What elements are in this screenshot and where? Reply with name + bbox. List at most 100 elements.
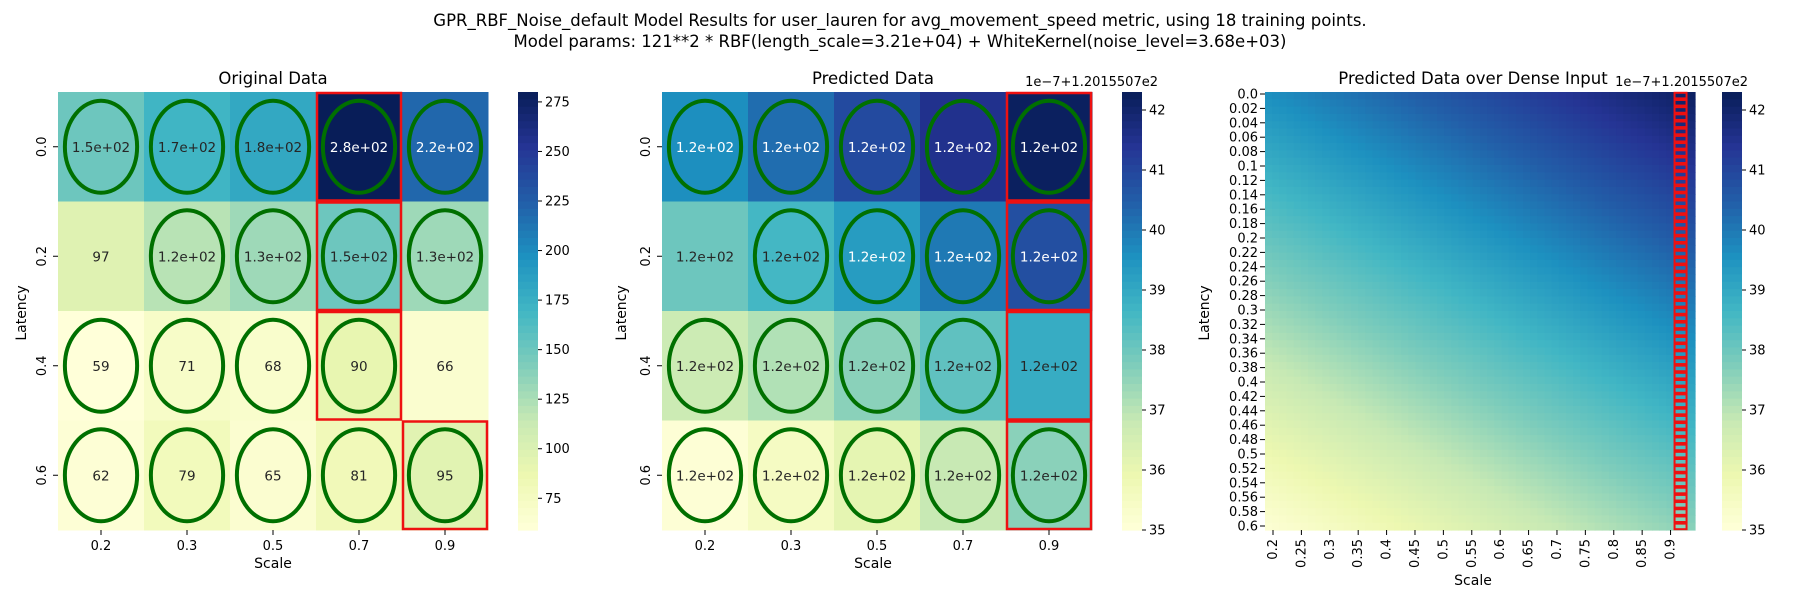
dense-cell	[1336, 172, 1345, 181]
dense-cell	[1630, 92, 1639, 100]
colorbar-segment	[1722, 500, 1742, 509]
dense-cell	[1537, 522, 1546, 531]
dense-cell	[1265, 201, 1273, 210]
dense-cell	[1494, 201, 1503, 210]
dense-cell	[1580, 223, 1589, 232]
dense-cell	[1480, 398, 1488, 407]
dense-cell	[1537, 281, 1546, 290]
dense-cell	[1322, 303, 1331, 312]
dense-cell	[1358, 493, 1366, 502]
dense-cell	[1408, 121, 1417, 130]
circle-marker	[924, 427, 1002, 524]
dense-cell	[1637, 135, 1646, 144]
colorbar-segment	[518, 420, 538, 429]
dense-cell	[1530, 179, 1538, 188]
dense-cell	[1336, 113, 1345, 122]
dense-cell	[1652, 464, 1660, 473]
dense-cell	[1523, 216, 1531, 224]
dense-cell	[1365, 216, 1374, 224]
dense-cell	[1573, 179, 1581, 188]
dense-cell	[1523, 347, 1531, 356]
dense-cell	[1666, 296, 1675, 305]
dense-cell	[1601, 311, 1610, 319]
dense-cell	[1458, 230, 1467, 239]
dense-cell	[1265, 515, 1273, 524]
dense-cell	[1272, 267, 1280, 276]
colorbar-segment	[1122, 172, 1142, 181]
dense-cell	[1437, 267, 1445, 276]
dense-cell	[1494, 478, 1503, 487]
dense-cell	[1680, 471, 1689, 480]
dense-cell	[1408, 99, 1417, 108]
dense-cell	[1659, 128, 1667, 137]
dense-cell	[1544, 194, 1553, 203]
dense-cell	[1458, 493, 1467, 502]
x-tick-label: 0.45	[1408, 539, 1423, 568]
dense-cell	[1487, 135, 1495, 144]
dense-cell	[1336, 179, 1345, 188]
dense-cell	[1623, 238, 1632, 246]
dense-cell	[1365, 413, 1374, 422]
circle-marker	[320, 208, 398, 305]
dense-cell	[1687, 354, 1696, 363]
dense-cell	[1265, 303, 1273, 312]
dense-cell	[1616, 289, 1624, 297]
dense-cell	[1580, 362, 1589, 370]
dense-cell	[1401, 106, 1409, 115]
dense-cell	[1609, 376, 1617, 385]
dense-cell	[1523, 201, 1531, 210]
dense-cell	[1444, 376, 1452, 385]
dense-cell	[1343, 405, 1352, 414]
dense-cell	[1487, 464, 1495, 473]
dense-cell	[1386, 143, 1395, 151]
dense-cell	[1401, 223, 1409, 232]
dense-cell	[1322, 376, 1331, 385]
dense-cell	[1408, 318, 1417, 327]
dense-cell	[1394, 427, 1402, 436]
dense-cell	[1566, 486, 1574, 495]
dense-cell	[1394, 179, 1402, 188]
dense-cell	[1394, 391, 1402, 400]
dense-cell	[1501, 449, 1510, 458]
colorbar-segment	[1122, 252, 1142, 261]
dense-cell	[1458, 384, 1467, 392]
dense-cell	[1372, 92, 1381, 100]
heatmap-cell	[316, 92, 403, 202]
highlight-box	[315, 201, 403, 312]
dense-cell	[1293, 289, 1302, 297]
dense-cell	[1687, 303, 1696, 312]
dense-cell	[1594, 340, 1603, 349]
dense-cell	[1666, 427, 1675, 436]
dense-cell	[1365, 522, 1374, 531]
y-tick-label: 0.2	[35, 246, 50, 267]
dense-cell	[1480, 99, 1488, 108]
colorbar-segment	[518, 347, 538, 356]
dense-cell	[1286, 296, 1295, 305]
dense-cell	[1437, 464, 1445, 473]
dense-cell	[1472, 274, 1481, 283]
dense-cell	[1472, 143, 1481, 151]
dense-cell	[1351, 92, 1359, 100]
dense-cell	[1422, 420, 1431, 429]
dense-cell	[1530, 442, 1538, 451]
dense-cell	[1573, 121, 1581, 130]
dense-cell	[1487, 121, 1495, 130]
dense-cell	[1609, 405, 1617, 414]
dense-cell	[1451, 515, 1460, 524]
dense-cell	[1300, 376, 1309, 385]
y-tick-label: 0.42	[1229, 390, 1258, 405]
dense-cell	[1508, 471, 1517, 480]
dense-cell	[1451, 442, 1460, 451]
heatmap-cell	[58, 201, 145, 312]
dense-cell	[1336, 245, 1345, 254]
dense-cell	[1293, 325, 1302, 334]
x-tick-label: 0.65	[1522, 539, 1537, 568]
dense-cell	[1523, 128, 1531, 137]
dense-cell	[1637, 223, 1646, 232]
dense-cell	[1558, 478, 1567, 487]
dense-cell	[1494, 165, 1503, 173]
dense-cell	[1480, 522, 1488, 531]
dense-cell	[1644, 208, 1653, 217]
dense-cell	[1272, 442, 1280, 451]
dense-cell	[1336, 405, 1345, 414]
